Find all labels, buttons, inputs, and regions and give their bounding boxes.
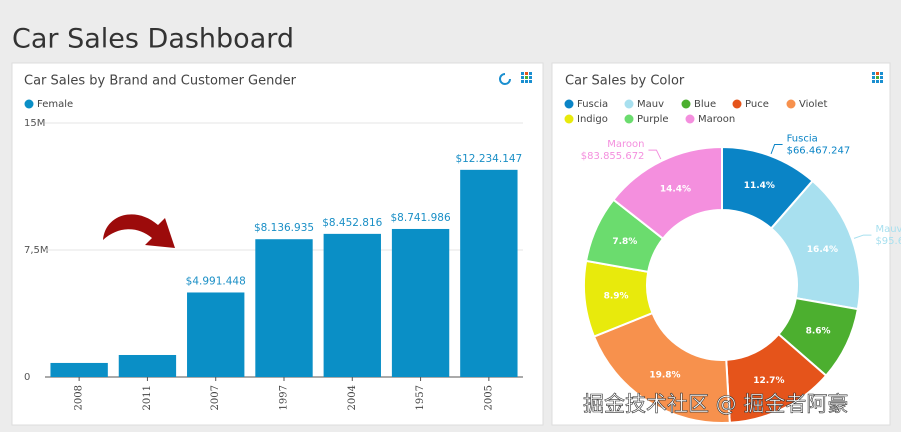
data-label: $8.741.986 (391, 212, 451, 224)
data-label: $4.991.448 (186, 275, 246, 287)
page-title: Car Sales Dashboard (12, 24, 294, 55)
legend-swatch (624, 114, 634, 124)
bar (460, 169, 518, 377)
callout-label: Fuscia (787, 134, 818, 145)
x-tick-label: 2005 (483, 385, 494, 410)
x-tick-label: 2011 (142, 385, 153, 410)
chart-title: Car Sales by Color (565, 74, 685, 89)
x-tick-label: 2004 (347, 385, 358, 410)
callout-value: $95.684.819 (875, 236, 901, 247)
legend-swatch (564, 99, 574, 109)
watermark: 掘金技术社区 @ 掘金者阿豪 (583, 392, 848, 416)
bar (323, 233, 381, 377)
pie-slice (612, 145, 723, 241)
x-tick-label: 1997 (279, 385, 290, 410)
data-label: 12.7% (753, 376, 784, 386)
legend-label: Violet (799, 99, 827, 110)
data-label: 19.8% (649, 370, 680, 380)
y-tick-label: 0 (24, 372, 30, 383)
y-tick-label: 15M (24, 118, 45, 129)
menu-icon[interactable] (521, 72, 532, 83)
legend-label: Blue (694, 99, 716, 110)
charts: Female 0 7,5M 15M 2008 2011 2007 1997 2004 1957 20… (24, 99, 901, 424)
data-label: $8.452.816 (322, 217, 382, 229)
legend-swatch (732, 99, 742, 109)
bar (50, 362, 108, 377)
callout-line (853, 234, 872, 239)
x-tick-label: 1957 (415, 385, 426, 410)
callout-line (648, 149, 662, 160)
legend-label: Female (37, 99, 73, 110)
legend-label: Purple (637, 114, 669, 125)
legend-label: Mauv (637, 99, 664, 110)
callout-label: Maroon (607, 139, 644, 150)
callout-value: $66.467.247 (787, 146, 851, 157)
data-label: $12.234.147 (455, 153, 522, 165)
legend-swatch (786, 99, 796, 109)
data-label: 7.8% (612, 237, 637, 247)
pie-slice (592, 311, 731, 424)
callout-value: $83.855.672 (581, 151, 645, 162)
callout-label: Mauv (875, 224, 901, 235)
menu-icon[interactable] (872, 72, 883, 83)
arrow-decoration (103, 214, 175, 248)
y-tick-label: 7,5M (24, 245, 49, 256)
data-label: 16.4% (807, 245, 838, 255)
data-label: 8.6% (806, 326, 831, 336)
data-label: 11.4% (744, 181, 775, 191)
bar (255, 239, 313, 377)
bar (391, 228, 450, 377)
data-label: $8.136.935 (254, 222, 314, 234)
legend-swatch (24, 99, 34, 109)
legend-label: Maroon (698, 114, 735, 125)
callout-line (770, 144, 783, 155)
legend-label: Puce (745, 99, 769, 110)
legend-swatch (564, 114, 574, 124)
x-tick-label: 2008 (74, 385, 85, 410)
chart-title: Car Sales by Brand and Customer Gender (24, 74, 297, 89)
legend-swatch (685, 114, 695, 124)
bar (187, 292, 245, 377)
refresh-icon[interactable] (499, 73, 511, 85)
legend-label: Fuscia (577, 99, 608, 110)
data-label: 14.4% (660, 185, 691, 195)
data-label: 8.9% (604, 292, 629, 302)
legend-swatch (681, 99, 691, 109)
legend-label: Indigo (577, 114, 608, 125)
bar (118, 354, 177, 377)
x-tick-label: 2007 (210, 385, 221, 410)
legend-swatch (624, 99, 634, 109)
